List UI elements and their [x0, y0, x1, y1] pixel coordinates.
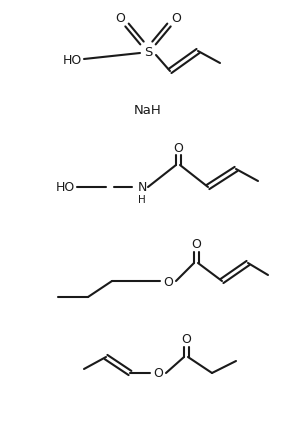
Text: O: O — [181, 333, 191, 345]
Text: O: O — [191, 238, 201, 251]
Text: O: O — [115, 12, 125, 24]
Text: O: O — [171, 12, 181, 24]
Text: O: O — [153, 367, 163, 380]
Text: NaH: NaH — [134, 103, 162, 116]
Text: HO: HO — [63, 53, 82, 66]
Text: H: H — [138, 195, 146, 204]
Text: HO: HO — [56, 181, 75, 194]
Text: S: S — [144, 46, 152, 58]
Text: N: N — [137, 181, 147, 194]
Text: O: O — [163, 275, 173, 288]
Text: O: O — [173, 141, 183, 154]
